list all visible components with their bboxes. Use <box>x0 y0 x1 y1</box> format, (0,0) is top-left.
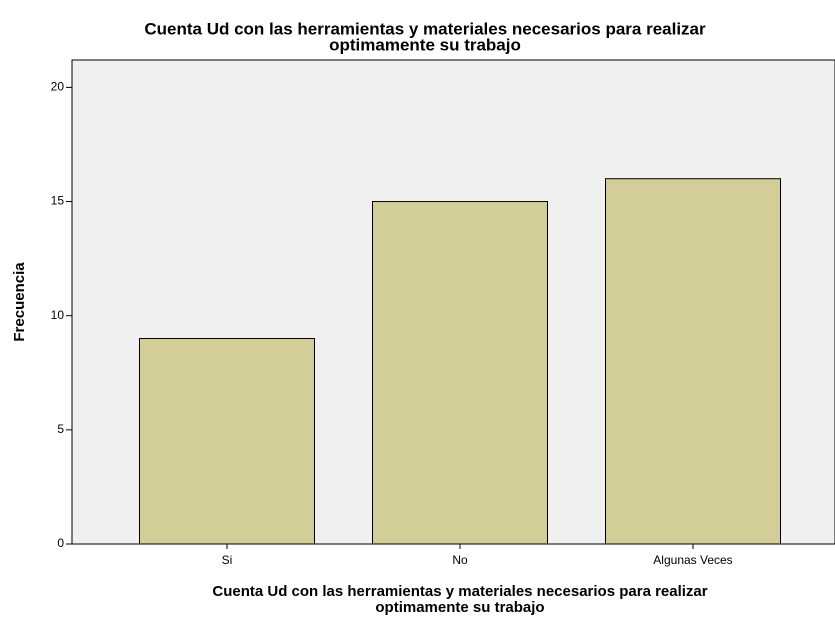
x-tick-label: Si <box>222 553 233 567</box>
y-tick-label: 15 <box>51 194 65 208</box>
bar <box>372 201 548 545</box>
x-tick-label: Algunas Veces <box>653 553 732 567</box>
chart-title: Cuenta Ud con las herramientas y materia… <box>144 19 706 38</box>
bar <box>139 338 315 545</box>
y-tick-label: 10 <box>51 308 65 322</box>
x-axis-label: Cuenta Ud con las herramientas y materia… <box>212 583 707 600</box>
x-tick-label: No <box>452 553 468 567</box>
x-axis-label: optimamente su trabajo <box>375 599 544 616</box>
y-tick-label: 5 <box>57 422 64 436</box>
chart-title: optimamente su trabajo <box>329 35 521 54</box>
y-tick-label: 20 <box>51 80 65 94</box>
y-axis-label: Frecuencia <box>11 262 28 342</box>
y-tick-label: 0 <box>57 536 64 550</box>
bar <box>605 178 781 545</box>
